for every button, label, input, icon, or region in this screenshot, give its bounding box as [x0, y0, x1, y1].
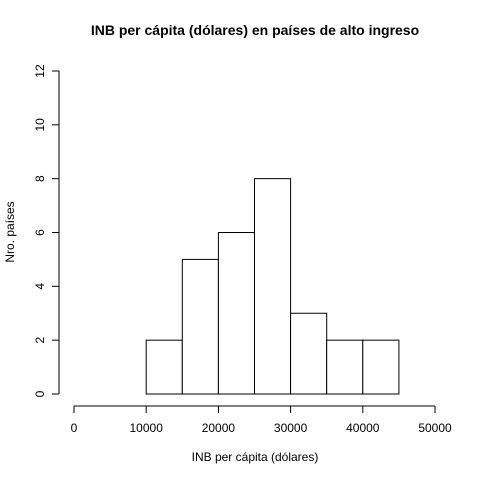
x-axis: 0 10000 20000 30000 40000 50000 [71, 405, 452, 435]
y-tick-label: 6 [33, 229, 47, 236]
y-tick-label: 4 [33, 283, 47, 290]
y-tick-label: 0 [33, 390, 47, 397]
x-tick-label: 40000 [346, 421, 380, 435]
x-tick-label: 10000 [130, 421, 164, 435]
x-tick-label: 50000 [418, 421, 452, 435]
y-tick-label: 10 [33, 118, 47, 132]
histogram-bar [362, 339, 400, 395]
bars-group [145, 178, 400, 395]
x-tick-label: 0 [71, 421, 78, 435]
histogram-bar [290, 312, 328, 395]
y-tick-label: 8 [33, 175, 47, 182]
x-axis-label: INB per cápita (dólares) [192, 450, 319, 464]
y-axis-label: Nro. países [3, 201, 17, 262]
histogram-bar [217, 232, 255, 395]
histogram-bar [254, 178, 292, 395]
histogram-bar [145, 339, 183, 395]
y-tick-label: 12 [33, 64, 47, 78]
x-tick-label: 20000 [202, 421, 236, 435]
histogram-bar [181, 258, 219, 395]
y-tick-label: 2 [33, 337, 47, 344]
y-axis: 0 2 4 6 8 10 12 [33, 64, 60, 397]
chart-title: INB per cápita (dólares) en países de al… [91, 22, 419, 38]
histogram-bar [326, 339, 364, 395]
x-tick-label: 30000 [274, 421, 308, 435]
